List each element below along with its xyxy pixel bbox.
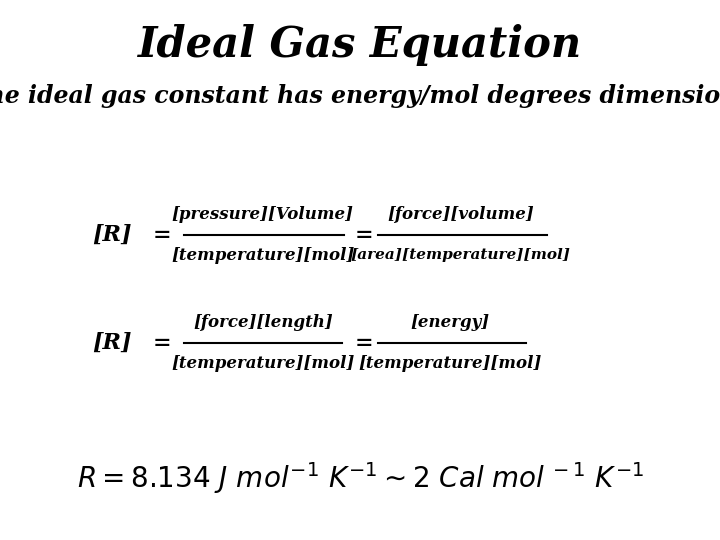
Text: =: = <box>153 332 171 354</box>
Text: =: = <box>354 224 373 246</box>
Text: [temperature][mol]: [temperature][mol] <box>359 355 541 372</box>
Text: Ideal Gas Equation: Ideal Gas Equation <box>138 24 582 66</box>
Text: [pressure][Volume]: [pressure][Volume] <box>172 206 354 223</box>
Text: [R]: [R] <box>92 224 131 246</box>
Text: [R]: [R] <box>92 332 131 354</box>
Text: $\mathit{R = 8.134\ J\ mol^{-1}\ K^{-1} \sim 2\ Cal\ mol^{\,-1}\ K^{-1}}$: $\mathit{R = 8.134\ J\ mol^{-1}\ K^{-1} … <box>76 460 644 496</box>
Text: [temperature][mol]: [temperature][mol] <box>171 247 354 264</box>
Text: =: = <box>354 332 373 354</box>
Text: [force][volume]: [force][volume] <box>387 206 534 223</box>
Text: [temperature][mol]: [temperature][mol] <box>171 355 354 372</box>
Text: [energy]: [energy] <box>410 314 490 331</box>
Text: The ideal gas constant has energy/mol degrees dimensions: The ideal gas constant has energy/mol de… <box>0 84 720 107</box>
Text: =: = <box>153 224 171 246</box>
Text: [area][temperature][mol]: [area][temperature][mol] <box>351 248 571 262</box>
Text: [force][length]: [force][length] <box>193 314 333 331</box>
